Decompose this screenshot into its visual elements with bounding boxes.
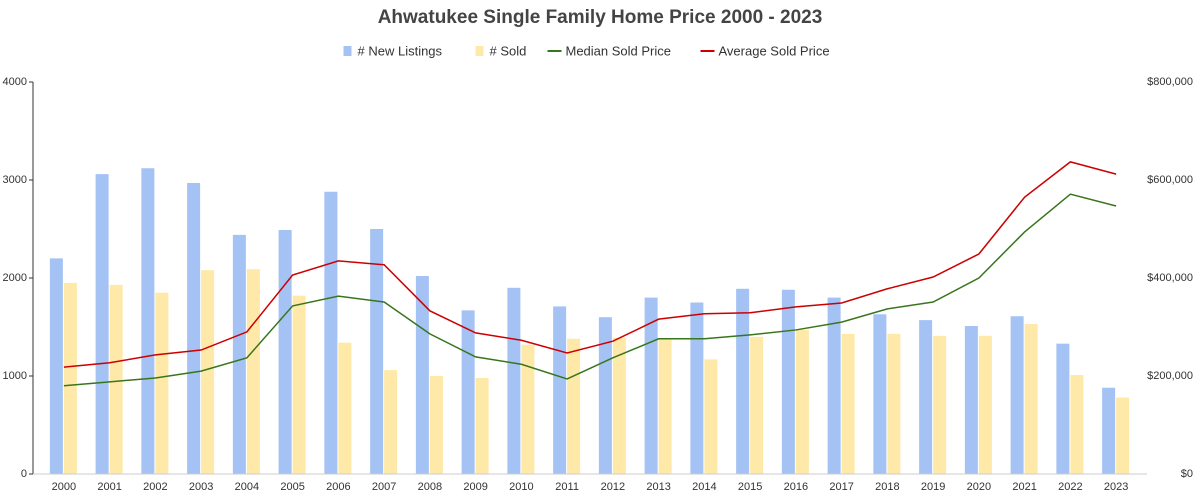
bar — [658, 338, 672, 474]
bar — [644, 297, 658, 474]
bar — [461, 310, 475, 474]
x-tick-label: 2018 — [875, 481, 899, 493]
x-tick-label: 2020 — [967, 481, 991, 493]
bar — [704, 359, 718, 474]
bar — [338, 342, 352, 474]
x-tick-label: 2019 — [921, 481, 945, 493]
bar — [736, 288, 750, 474]
bar — [278, 229, 292, 474]
y-tick-label: 0 — [21, 468, 27, 480]
bar — [429, 376, 443, 474]
x-tick-label: 2021 — [1012, 481, 1036, 493]
bar — [964, 326, 978, 474]
bar — [873, 314, 887, 474]
bar — [887, 333, 901, 474]
bar — [750, 336, 764, 474]
bar — [232, 234, 246, 474]
bar — [521, 344, 535, 474]
x-tick-label: 2012 — [601, 481, 625, 493]
bar — [384, 370, 398, 474]
legend-label: # New Listings — [358, 43, 443, 58]
bar — [827, 297, 841, 474]
x-tick-label: 2008 — [418, 481, 442, 493]
bar — [795, 329, 809, 474]
line — [63, 193, 1117, 387]
x-tick-label: 2000 — [52, 481, 76, 493]
x-tick-label: 2007 — [372, 481, 396, 493]
y-tick-label: 1000 — [3, 370, 27, 382]
bar — [475, 377, 489, 474]
line — [63, 161, 1117, 368]
y-tick-label: 3000 — [3, 174, 27, 186]
x-tick-label: 2011 — [555, 481, 579, 493]
x-tick-label: 2003 — [189, 481, 213, 493]
bar — [109, 284, 123, 474]
bar — [567, 338, 581, 474]
legend-swatch — [343, 46, 352, 56]
x-tick-label: 2001 — [97, 481, 121, 493]
bar — [598, 317, 612, 474]
x-tick-label: 2005 — [280, 481, 304, 493]
bar — [246, 269, 260, 474]
bar — [553, 306, 567, 474]
x-tick-label: 2017 — [829, 481, 853, 493]
bar — [841, 333, 855, 474]
y-tick-label: 2000 — [3, 272, 27, 284]
bar — [155, 292, 169, 474]
legend-label: Average Sold Price — [719, 43, 830, 58]
bar — [141, 168, 155, 475]
bar — [370, 229, 384, 474]
x-tick-label: 2015 — [738, 481, 762, 493]
bar — [187, 182, 201, 474]
bar — [507, 287, 521, 474]
x-tick-label: 2013 — [646, 481, 670, 493]
x-tick-label: 2023 — [1104, 481, 1128, 493]
x-tick-label: 2004 — [235, 481, 259, 493]
bar — [1102, 387, 1116, 474]
bar — [612, 337, 626, 474]
x-tick-label: 2010 — [509, 481, 533, 493]
legend-label: # Sold — [490, 43, 527, 58]
bar — [292, 295, 306, 474]
bar — [781, 289, 795, 474]
bar — [933, 335, 947, 474]
bar — [95, 174, 109, 474]
x-tick-label: 2009 — [463, 481, 487, 493]
x-tick-label: 2006 — [326, 481, 350, 493]
x-tick-label: 2016 — [784, 481, 808, 493]
y2-tick-label: $600,000 — [1147, 174, 1193, 186]
y2-tick-label: $200,000 — [1147, 370, 1193, 382]
x-tick-label: 2002 — [143, 481, 167, 493]
legend: # New Listings # Sold Median Sold Price Ave… — [343, 43, 830, 58]
bar — [1024, 324, 1038, 474]
bar — [49, 258, 63, 474]
bar — [415, 276, 429, 474]
bar — [63, 282, 77, 474]
x-tick-label: 2022 — [1058, 481, 1082, 493]
bar — [690, 302, 704, 474]
y-tick-label: 4000 — [3, 76, 27, 88]
legend-label: Median Sold Price — [566, 43, 672, 58]
bar — [919, 320, 933, 474]
x-tick-label: 2014 — [692, 481, 716, 493]
y2-tick-label: $800,000 — [1147, 76, 1193, 88]
bar — [201, 270, 215, 474]
y2-tick-label: $0 — [1181, 468, 1193, 480]
bar — [1116, 397, 1130, 474]
bar — [324, 191, 338, 474]
y2-tick-label: $400,000 — [1147, 272, 1193, 284]
bar — [1056, 343, 1070, 474]
bar — [1070, 375, 1084, 474]
bar — [978, 335, 992, 474]
bar — [1010, 316, 1024, 474]
chart-title: Ahwatukee Single Family Home Price 2000 … — [378, 7, 823, 28]
legend-swatch — [475, 46, 484, 56]
